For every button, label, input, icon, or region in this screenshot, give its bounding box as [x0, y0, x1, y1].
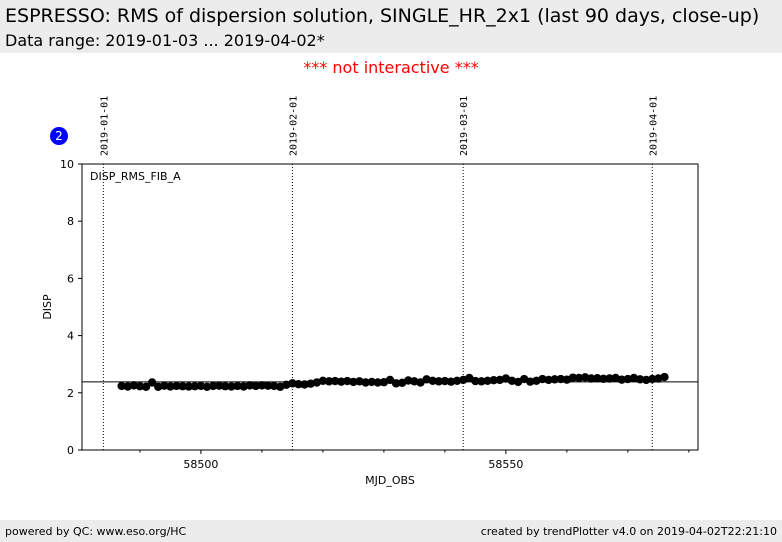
- data-range-subtitle: Data range: 2019-01-03 ... 2019-04-02*: [5, 31, 325, 50]
- data-point: [361, 378, 370, 387]
- data-point: [428, 376, 437, 385]
- data-point: [477, 377, 486, 386]
- y-tick-label: 4: [67, 330, 74, 343]
- data-point: [483, 376, 492, 385]
- data-point: [605, 374, 614, 383]
- x-axis-label: MJD_OBS: [365, 474, 415, 487]
- data-point: [587, 374, 596, 383]
- data-point: [635, 375, 645, 384]
- data-point: [294, 380, 303, 389]
- y-tick-label: 10: [60, 158, 74, 171]
- plot-number-badge: 2: [50, 127, 68, 145]
- data-point: [544, 375, 553, 385]
- data-point: [367, 377, 376, 387]
- data-point: [330, 376, 340, 386]
- data-point: [141, 382, 151, 391]
- data-point: [147, 378, 157, 387]
- data-point: [208, 381, 218, 391]
- data-point: [391, 379, 401, 388]
- data-point: [190, 382, 200, 391]
- y-axis-label: DISP: [41, 294, 54, 320]
- data-point: [257, 381, 267, 390]
- data-point: [233, 381, 242, 391]
- data-point: [471, 376, 480, 386]
- data-point: [245, 381, 254, 390]
- plot-frame: [81, 163, 699, 451]
- date-marker-label: 2019-01-01: [99, 96, 110, 156]
- data-point: [373, 378, 383, 387]
- data-point: [172, 381, 181, 391]
- data-point: [568, 373, 578, 382]
- y-tick-label: 6: [67, 272, 74, 285]
- series-annotation: DISP_RMS_FIB_A: [90, 170, 181, 183]
- data-point: [599, 374, 608, 383]
- date-marker-label: 2019-02-01: [288, 96, 299, 156]
- y-tick-label: 0: [67, 444, 74, 457]
- data-point: [135, 382, 145, 391]
- data-point: [227, 382, 236, 391]
- footer-powered-by: powered by QC: www.eso.org/HC: [5, 525, 187, 538]
- y-tick-label: 2: [67, 387, 74, 400]
- page-title: ESPRESSO: RMS of dispersion solution, SI…: [5, 5, 760, 27]
- data-point: [385, 375, 395, 385]
- data-point: [215, 381, 224, 390]
- data-point: [593, 374, 602, 383]
- data-point: [178, 382, 187, 391]
- x-tick-label: 58500: [183, 458, 218, 471]
- data-point: [434, 377, 443, 386]
- data-point: [337, 377, 346, 386]
- data-point: [184, 382, 193, 391]
- data-point: [648, 374, 657, 384]
- chart-area: 2019-01-01 2019-02-01 2019-03-01 2019-04-01…: [41, 96, 699, 487]
- footer-created-by: created by trendPlotter v4.0 on 2019-04-…: [480, 525, 777, 538]
- data-point: [556, 374, 565, 384]
- data-point: [166, 382, 175, 391]
- header-bar: ESPRESSO: RMS of dispersion solution, SI…: [0, 0, 782, 53]
- data-point: [349, 377, 358, 387]
- data-point: [324, 377, 334, 386]
- data-point: [574, 373, 584, 383]
- data-point: [660, 372, 669, 382]
- data-point: [489, 376, 498, 385]
- date-marker-label: 2019-04-01: [648, 96, 659, 156]
- data-point: [440, 376, 450, 386]
- data-point: [251, 381, 261, 391]
- data-point: [117, 381, 126, 391]
- data-point: [263, 381, 273, 390]
- y-tick-label: 8: [67, 215, 74, 228]
- data-point: [318, 376, 328, 385]
- footer-bar: powered by QC: www.eso.org/HC created by…: [0, 520, 782, 542]
- not-interactive-notice: *** not interactive ***: [303, 58, 479, 77]
- data-point: [221, 382, 230, 391]
- data-point: [550, 375, 559, 384]
- date-marker-label: 2019-03-01: [459, 96, 470, 156]
- x-tick-label: 58550: [488, 458, 523, 471]
- data-point: [617, 375, 626, 384]
